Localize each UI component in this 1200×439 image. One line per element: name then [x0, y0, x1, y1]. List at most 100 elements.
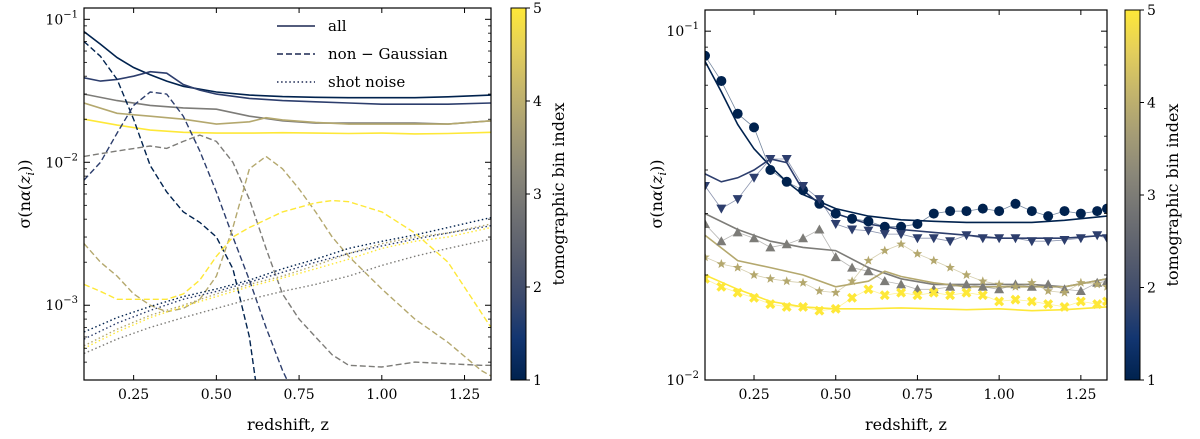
right-marker-triangle-up-bin3	[798, 233, 809, 243]
right-marker-triangle-up-bin3	[830, 252, 841, 262]
left-colorbar-tick-label: 4	[533, 94, 542, 110]
right-ylabel: σ(nα(zi))	[647, 160, 669, 229]
right-marker-x-bin5-stroke	[705, 273, 710, 282]
left-xtick-label: 1.25	[449, 387, 480, 403]
right-marker-star-bin4	[945, 262, 955, 272]
right-marker-triangle-down-bin2	[1075, 234, 1086, 244]
right-marker-x-bin5-stroke	[798, 301, 809, 312]
right-marker-star-bin4	[716, 259, 727, 269]
left-series-line-solid-bin5	[84, 118, 491, 135]
left-xtick-label: 1.00	[366, 387, 397, 403]
right-colorbar-tick-label: 2	[1147, 281, 1156, 297]
right-marker-star-bin4	[814, 286, 825, 295]
right-marker-triangle-up-bin3	[749, 233, 760, 243]
right-marker-star-bin4	[1092, 279, 1102, 289]
right-panel: 0.25 0.50 0.75 1.00 1.25 10−2 10−1 redshift, z…	[647, 3, 1182, 434]
left-series-line-solid-bin1	[84, 30, 491, 99]
right-marker-circle-bin1	[1010, 198, 1021, 209]
left-series-line-dashed-bin5	[84, 199, 491, 328]
right-marker-triangle-down-bin2	[1010, 234, 1021, 244]
right-colorbar: 1 2 3 4 5 tomographic bin index	[1124, 3, 1182, 389]
right-marker-star-bin4	[798, 277, 808, 287]
right-ytick-label: 10−2	[666, 370, 699, 389]
right-colorbar-tick-label: 1	[1147, 373, 1156, 389]
right-xtick-label: 0.50	[820, 387, 851, 403]
right-marker-x-bin5	[847, 292, 858, 303]
right-marker-star-bin4	[863, 255, 874, 265]
right-marker-x-bin5	[961, 287, 972, 298]
left-colorbar-tick-label: 2	[533, 280, 542, 296]
right-marker-x-bin5	[781, 301, 792, 312]
right-ytick-label: 10−1	[666, 21, 699, 40]
right-marker-x-bin5	[879, 290, 890, 301]
right-marker-x-bin5-stroke	[781, 301, 792, 312]
right-marker-circle-bin1	[830, 208, 841, 219]
right-marker-star-bin4	[705, 252, 710, 262]
right-marker-triangle-up-bin3	[994, 284, 1005, 294]
left-xtick-label: 0.25	[118, 387, 149, 403]
right-marker-star-bin4	[1043, 286, 1053, 295]
right-marker-triangle-down-bin2	[863, 226, 874, 236]
legend-label-dotted: shot noise	[328, 73, 405, 91]
right-marker-star-bin4	[994, 279, 1004, 289]
right-marker-triangle-up-bin3	[732, 227, 743, 237]
right-marker-x-bin5-stroke	[1102, 296, 1107, 304]
left-series-group	[84, 30, 491, 380]
right-marker-x-bin5-stroke	[749, 292, 759, 303]
right-marker-triangle-down-bin2	[1092, 231, 1103, 241]
right-marker-x-bin5	[814, 305, 825, 316]
right-marker-triangle-up-bin3	[781, 239, 792, 249]
right-xtick-label: 1.00	[984, 387, 1015, 403]
right-marker-triangle-up-bin3	[1102, 276, 1107, 286]
right-marker-triangle-down-bin2	[1059, 235, 1070, 245]
right-marker-x-bin5-stroke	[1102, 299, 1107, 307]
right-marker-circle-bin1	[912, 219, 923, 230]
right-marker-x-bin5-stroke	[1059, 301, 1070, 312]
right-marker-circle-bin1	[732, 108, 743, 119]
left-series-line-solid-bin3	[84, 93, 491, 125]
right-marker-star-bin4	[978, 276, 988, 286]
right-colorbar-label: tomographic bin index	[1163, 104, 1182, 287]
right-marker-x-bin5	[749, 292, 759, 303]
right-model-line-bin3	[705, 212, 1107, 288]
right-xtick-label: 0.75	[902, 387, 933, 403]
right-marker-circle-bin1	[863, 216, 874, 227]
right-marker-circle-bin1	[1043, 211, 1054, 222]
right-marker-triangle-down-bin2	[994, 234, 1005, 244]
right-marker-x-bin5-stroke	[716, 281, 727, 292]
left-xlabel: redshift, z	[247, 415, 329, 434]
left-series-line-dotted-bin5	[84, 226, 491, 349]
right-marker-triangle-up-bin3	[977, 281, 988, 291]
right-marker-x-bin5	[896, 287, 907, 298]
left-series-line-dotted-bin3	[84, 238, 491, 355]
left-legend: all non − Gaussian shot noise	[277, 17, 448, 91]
right-marker-star-bin4	[765, 273, 776, 283]
right-marker-triangle-down-bin2	[912, 234, 923, 244]
right-colorbar-tick-label: 4	[1147, 96, 1156, 112]
right-marker-triangle-up-bin3	[765, 242, 776, 252]
right-marker-x-bin5	[1010, 294, 1021, 305]
right-marker-triangle-up-bin3	[945, 281, 956, 291]
right-marker-x-bin5	[1102, 296, 1107, 307]
right-marker-star-bin4	[896, 239, 906, 249]
right-xtick-label: 0.25	[738, 387, 769, 403]
left-ytick-label: 10−3	[45, 295, 78, 314]
right-marker-triangle-up-bin3	[1043, 279, 1054, 289]
left-series-line-dotted-bin2	[84, 225, 491, 340]
right-marker-triangle-up-bin3	[716, 236, 727, 246]
right-marker-x-bin5-stroke	[879, 290, 890, 301]
right-marker-star-bin4	[732, 262, 743, 272]
right-marker-x-bin5	[1026, 296, 1037, 307]
right-marker-circle-bin1	[977, 203, 988, 214]
left-ticks: 0.25 0.50 0.75 1.00 1.25 10−3 10−2 10−1	[45, 8, 491, 403]
right-measured-connector-bin2	[705, 158, 1107, 242]
right-marker-triangle-down-bin2	[781, 155, 792, 165]
left-colorbar-bar	[510, 7, 527, 381]
right-marker-star-bin4	[880, 245, 890, 255]
right-marker-triangle-down-bin2	[1102, 234, 1107, 244]
right-marker-triangle-up-bin3	[879, 276, 890, 286]
right-marker-x-bin5	[912, 290, 923, 301]
left-series-line-dotted-bin1	[84, 216, 491, 333]
right-marker-x-bin5-stroke	[705, 276, 710, 284]
left-series-line-solid-bin2	[84, 70, 491, 105]
